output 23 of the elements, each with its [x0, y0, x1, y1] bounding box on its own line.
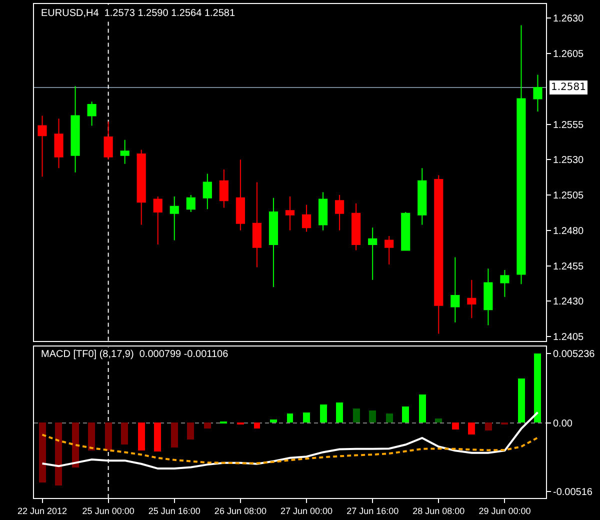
y-tick-label: 1.2555: [553, 120, 584, 131]
x-tick-label: 27 Jun 16:00: [346, 506, 399, 516]
chart-title: MACD [TF0] (8,17,9) 0.000799 -0.001106: [41, 349, 229, 360]
y-tick-label: -0.00516: [553, 487, 593, 498]
ref-line-label: 1.2581: [551, 82, 586, 93]
x-tick-label: 26 Jun 08:00: [214, 506, 266, 516]
x-tick-label: 25 Jun 16:00: [148, 506, 200, 516]
x-tick-label: 28 Jun 08:00: [412, 506, 465, 516]
y-tick-label: 1.2480: [553, 226, 584, 237]
y-tick-label: 1.2455: [553, 261, 584, 272]
y-tick-label: 0.005236: [553, 349, 596, 360]
x-tick-label: 25 Jun 00:00: [82, 506, 134, 516]
y-tick-label: 1.2630: [553, 14, 584, 25]
x-tick-label: 27 Jun 00:00: [280, 506, 333, 516]
y-tick-label: 1.2505: [553, 190, 584, 202]
x-tick-label: 22 Jun 2012: [17, 506, 68, 516]
y-tick-label: 1.2430: [553, 296, 584, 308]
y-tick-label: 1.2605: [553, 49, 584, 60]
chart-title: EURUSD,H4 1.2573 1.2590 1.2564 1.2581: [41, 8, 236, 19]
y-tick-label: 1.2530: [553, 155, 584, 166]
y-tick-label: 1.2405: [553, 332, 584, 344]
x-tick-label: 29 Jun 00:00: [478, 506, 531, 516]
y-tick-label: 0.00: [553, 418, 573, 430]
